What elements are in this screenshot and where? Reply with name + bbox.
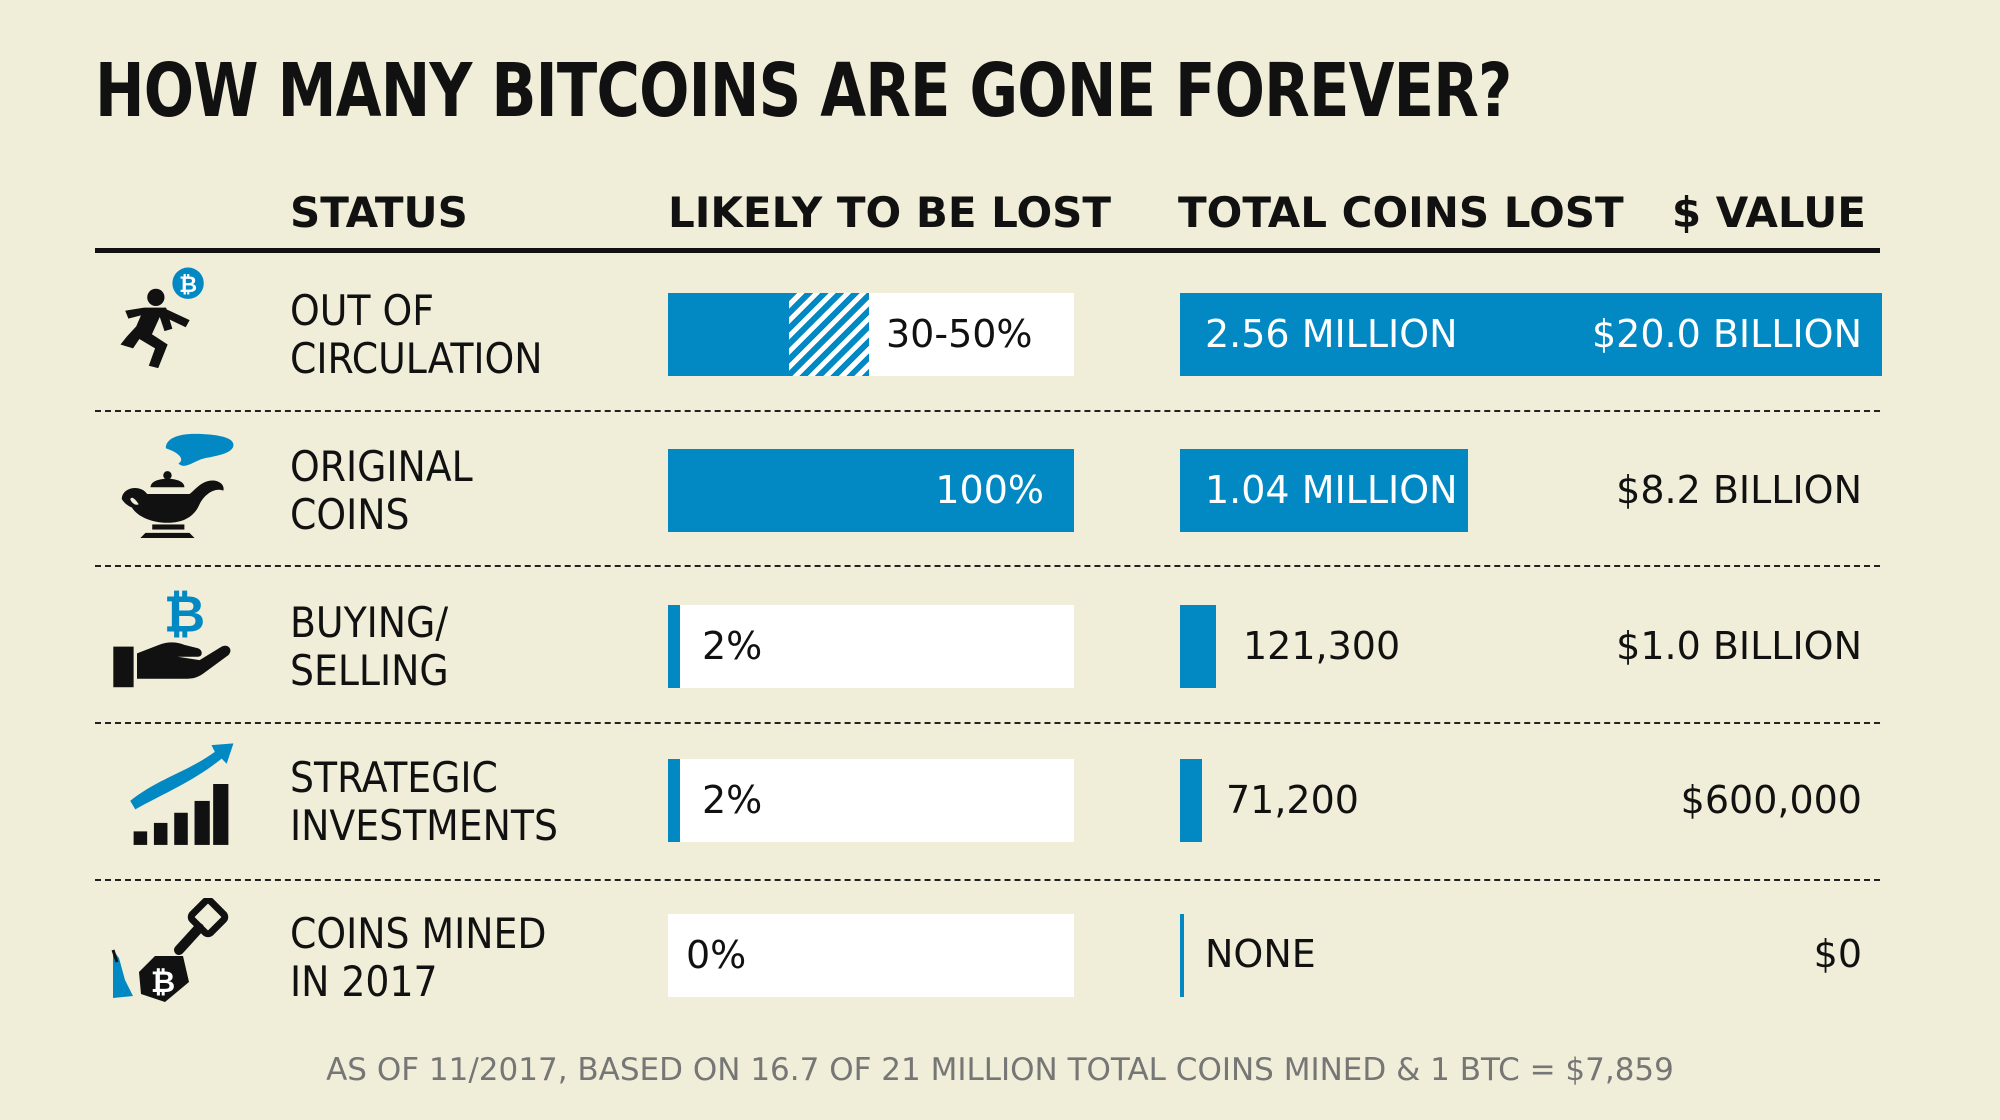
likely-bar-track: 0%	[668, 914, 1074, 997]
likely-bar-fill	[668, 759, 680, 842]
total-label: 1.04 MILLION	[1205, 468, 1458, 512]
header-status: STATUS	[290, 188, 468, 237]
likely-bar-track: 30-50%	[668, 293, 1074, 376]
total-label: 71,200	[1226, 778, 1359, 822]
likely-bar-fill	[668, 605, 680, 688]
total-bar	[1180, 449, 1468, 532]
row-separator	[95, 722, 1880, 724]
value-label: $20.0 BILLION	[1591, 312, 1862, 356]
row-status-line1: ORIGINAL	[290, 442, 473, 491]
header-total: TOTAL COINS LOST	[1178, 188, 1624, 237]
likely-bar-fill	[668, 293, 789, 376]
total-label: 121,300	[1243, 624, 1401, 668]
likely-bar-fill	[668, 449, 1074, 532]
row-status: COINS MINED IN 2017	[290, 910, 547, 1006]
likely-bar-track: 100%	[668, 449, 1074, 532]
total-bar	[1180, 759, 1202, 842]
svg-text:₿: ₿	[179, 273, 197, 298]
row-status-line2: CIRCULATION	[290, 334, 543, 383]
header-likely: LIKELY TO BE LOST	[668, 188, 1112, 237]
value-label: $8.2 BILLION	[1616, 468, 1862, 512]
row-status: ORIGINAL COINS	[290, 443, 473, 539]
row-separator	[95, 879, 1880, 881]
row-status: BUYING/ SELLING	[290, 599, 449, 695]
hand-bitcoin-icon: ₿	[113, 584, 231, 688]
row-separator	[95, 565, 1880, 567]
row-status-line1: BUYING/	[290, 598, 449, 647]
total-bar	[1180, 605, 1216, 688]
row-status-line2: COINS	[290, 490, 410, 539]
chart-title: HOW MANY BITCOINS ARE GONE FOREVER?	[95, 48, 1512, 134]
row-status-line1: OUT OF	[290, 286, 434, 335]
shovel-bitcoin-icon: ₿	[111, 898, 229, 1002]
likely-label: 100%	[935, 468, 1044, 512]
likely-label: 2%	[702, 778, 763, 822]
svg-text:₿: ₿	[164, 584, 205, 643]
growth-chart-icon	[130, 743, 234, 845]
row-status-line1: COINS MINED	[290, 909, 547, 958]
value-label: $600,000	[1680, 778, 1862, 822]
row-separator	[95, 410, 1880, 412]
row-status-line2: SELLING	[290, 646, 449, 695]
header-rule	[95, 248, 1880, 253]
total-bar	[1180, 293, 1882, 376]
total-bar	[1180, 914, 1184, 997]
genie-lamp-icon	[121, 433, 234, 538]
row-status-line2: IN 2017	[290, 957, 438, 1006]
total-label: 2.56 MILLION	[1205, 312, 1458, 356]
row-status-line1: STRATEGIC	[290, 753, 498, 802]
svg-text:₿: ₿	[151, 965, 175, 1000]
total-label: NONE	[1205, 932, 1316, 976]
likely-label: 30-50%	[886, 312, 1033, 356]
row-status: OUT OF CIRCULATION	[290, 287, 543, 383]
likely-bar-track: 2%	[668, 605, 1074, 688]
row-status-line2: INVESTMENTS	[290, 801, 558, 850]
footnote: AS OF 11/2017, BASED ON 16.7 OF 21 MILLI…	[326, 1052, 1674, 1088]
value-label: $0	[1813, 932, 1862, 976]
likely-label: 2%	[702, 624, 763, 668]
likely-bar-hatched-range	[789, 293, 869, 376]
running-man-bitcoin-icon: ₿	[120, 267, 204, 369]
row-status: STRATEGIC INVESTMENTS	[290, 754, 558, 850]
likely-label: 0%	[686, 933, 747, 977]
likely-bar-track: 2%	[668, 759, 1074, 842]
value-label: $1.0 BILLION	[1616, 624, 1862, 668]
header-value: $ VALUE	[1671, 188, 1866, 237]
